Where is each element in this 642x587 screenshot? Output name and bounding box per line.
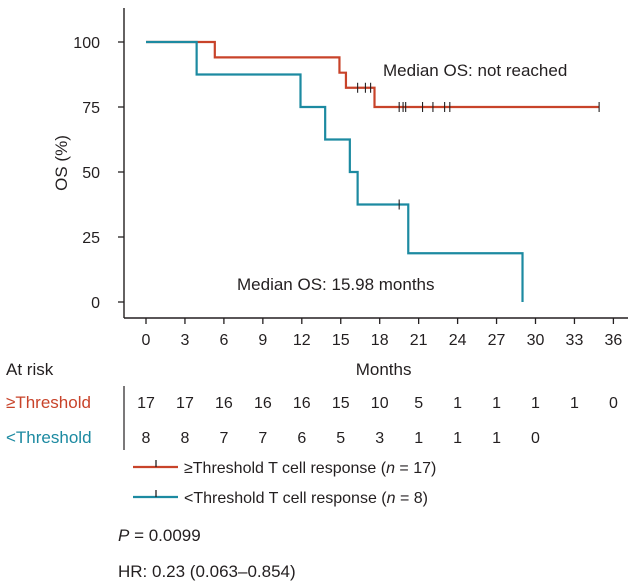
median-label-above-threshold: Median OS: not reached: [383, 61, 567, 80]
risk-count: 5: [414, 395, 423, 412]
risk-count: 1: [492, 430, 501, 447]
risk-count: 1: [453, 395, 462, 412]
risk-count: 0: [531, 430, 540, 447]
risk-row-label: ≥Threshold: [6, 393, 91, 412]
risk-count: 0: [609, 395, 618, 412]
legend-label: ≥Threshold T cell response (n = 17): [184, 460, 436, 477]
survival-curves: [146, 40, 600, 302]
y-tick-label: 50: [82, 165, 100, 182]
x-tick-label: 9: [258, 332, 267, 349]
km-curve-below-threshold: [146, 40, 524, 302]
annotations: Median OS: not reached Median OS: 15.98 m…: [237, 61, 567, 294]
risk-table: At risk≥Threshold 17 17 16 16 16 15 10 5 1 1 1 1 0<Th…: [6, 360, 618, 450]
risk-count: 16: [254, 395, 272, 412]
x-axis-title: Months: [356, 360, 412, 379]
y-tick-label: 75: [82, 100, 100, 117]
risk-count: 8: [180, 430, 189, 447]
x-tick-label: 36: [605, 332, 623, 349]
median-label-below-threshold: Median OS: 15.98 months: [237, 275, 435, 294]
hazard-ratio: HR: 0.23 (0.063–0.854): [118, 562, 296, 581]
risk-count: 16: [215, 395, 233, 412]
risk-count: 10: [371, 395, 389, 412]
x-tick-label: 0: [142, 332, 151, 349]
x-tick-label: 24: [449, 332, 467, 349]
y-tick-label: 0: [91, 295, 100, 312]
y-tick-label: 25: [82, 230, 100, 247]
legend-label: <Threshold T cell response (n = 8): [184, 490, 428, 507]
x-tick-label: 18: [371, 332, 389, 349]
risk-count: 5: [336, 430, 345, 447]
risk-count: 15: [332, 395, 350, 412]
risk-count: 1: [492, 395, 501, 412]
p-value: P = 0.0099: [118, 526, 201, 545]
risk-count: 8: [142, 430, 151, 447]
y-axis-title: OS (%): [52, 135, 71, 191]
risk-count: 1: [570, 395, 579, 412]
x-tick-label: 3: [180, 332, 189, 349]
risk-count: 7: [258, 430, 267, 447]
risk-count: 1: [531, 395, 540, 412]
x-tick-label: 21: [410, 332, 428, 349]
x-tick-label: 6: [219, 332, 228, 349]
risk-count: 16: [293, 395, 311, 412]
at-risk-title: At risk: [6, 360, 54, 379]
x-tick-label: 33: [566, 332, 584, 349]
risk-count: 1: [453, 430, 462, 447]
y-tick-label: 100: [73, 35, 100, 52]
risk-row-label: <Threshold: [6, 428, 92, 447]
x-tick-label: 15: [332, 332, 350, 349]
risk-count: 3: [375, 430, 384, 447]
x-tick-label: 30: [527, 332, 545, 349]
legend: ≥Threshold T cell response (n = 17) <Thre…: [133, 460, 436, 507]
x-tick-label: 12: [293, 332, 311, 349]
risk-count: 1: [414, 430, 423, 447]
x-tick-label: 27: [488, 332, 506, 349]
risk-count: 7: [219, 430, 228, 447]
risk-count: 17: [137, 395, 155, 412]
km-curve-above-threshold: [146, 40, 600, 109]
risk-count: 6: [297, 430, 306, 447]
risk-count: 17: [176, 395, 194, 412]
